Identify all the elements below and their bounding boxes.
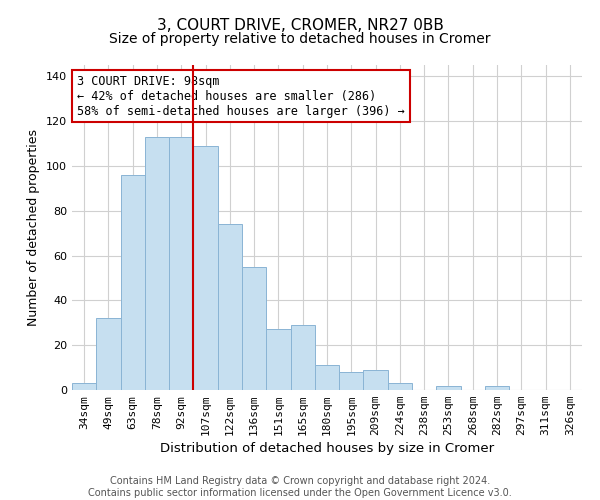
Bar: [388, 384, 412, 390]
Bar: [121, 175, 145, 390]
Bar: [242, 266, 266, 390]
Bar: [315, 366, 339, 390]
Bar: [364, 370, 388, 390]
Text: 3 COURT DRIVE: 98sqm
← 42% of detached houses are smaller (286)
58% of semi-deta: 3 COURT DRIVE: 98sqm ← 42% of detached h…: [77, 74, 405, 118]
Bar: [290, 325, 315, 390]
Bar: [339, 372, 364, 390]
Text: Size of property relative to detached houses in Cromer: Size of property relative to detached ho…: [109, 32, 491, 46]
Text: Contains HM Land Registry data © Crown copyright and database right 2024.
Contai: Contains HM Land Registry data © Crown c…: [88, 476, 512, 498]
Bar: [96, 318, 121, 390]
Bar: [485, 386, 509, 390]
Bar: [218, 224, 242, 390]
X-axis label: Distribution of detached houses by size in Cromer: Distribution of detached houses by size …: [160, 442, 494, 456]
Bar: [266, 330, 290, 390]
Bar: [72, 384, 96, 390]
Bar: [436, 386, 461, 390]
Text: 3, COURT DRIVE, CROMER, NR27 0BB: 3, COURT DRIVE, CROMER, NR27 0BB: [157, 18, 443, 32]
Bar: [193, 146, 218, 390]
Y-axis label: Number of detached properties: Number of detached properties: [28, 129, 40, 326]
Bar: [145, 136, 169, 390]
Bar: [169, 136, 193, 390]
